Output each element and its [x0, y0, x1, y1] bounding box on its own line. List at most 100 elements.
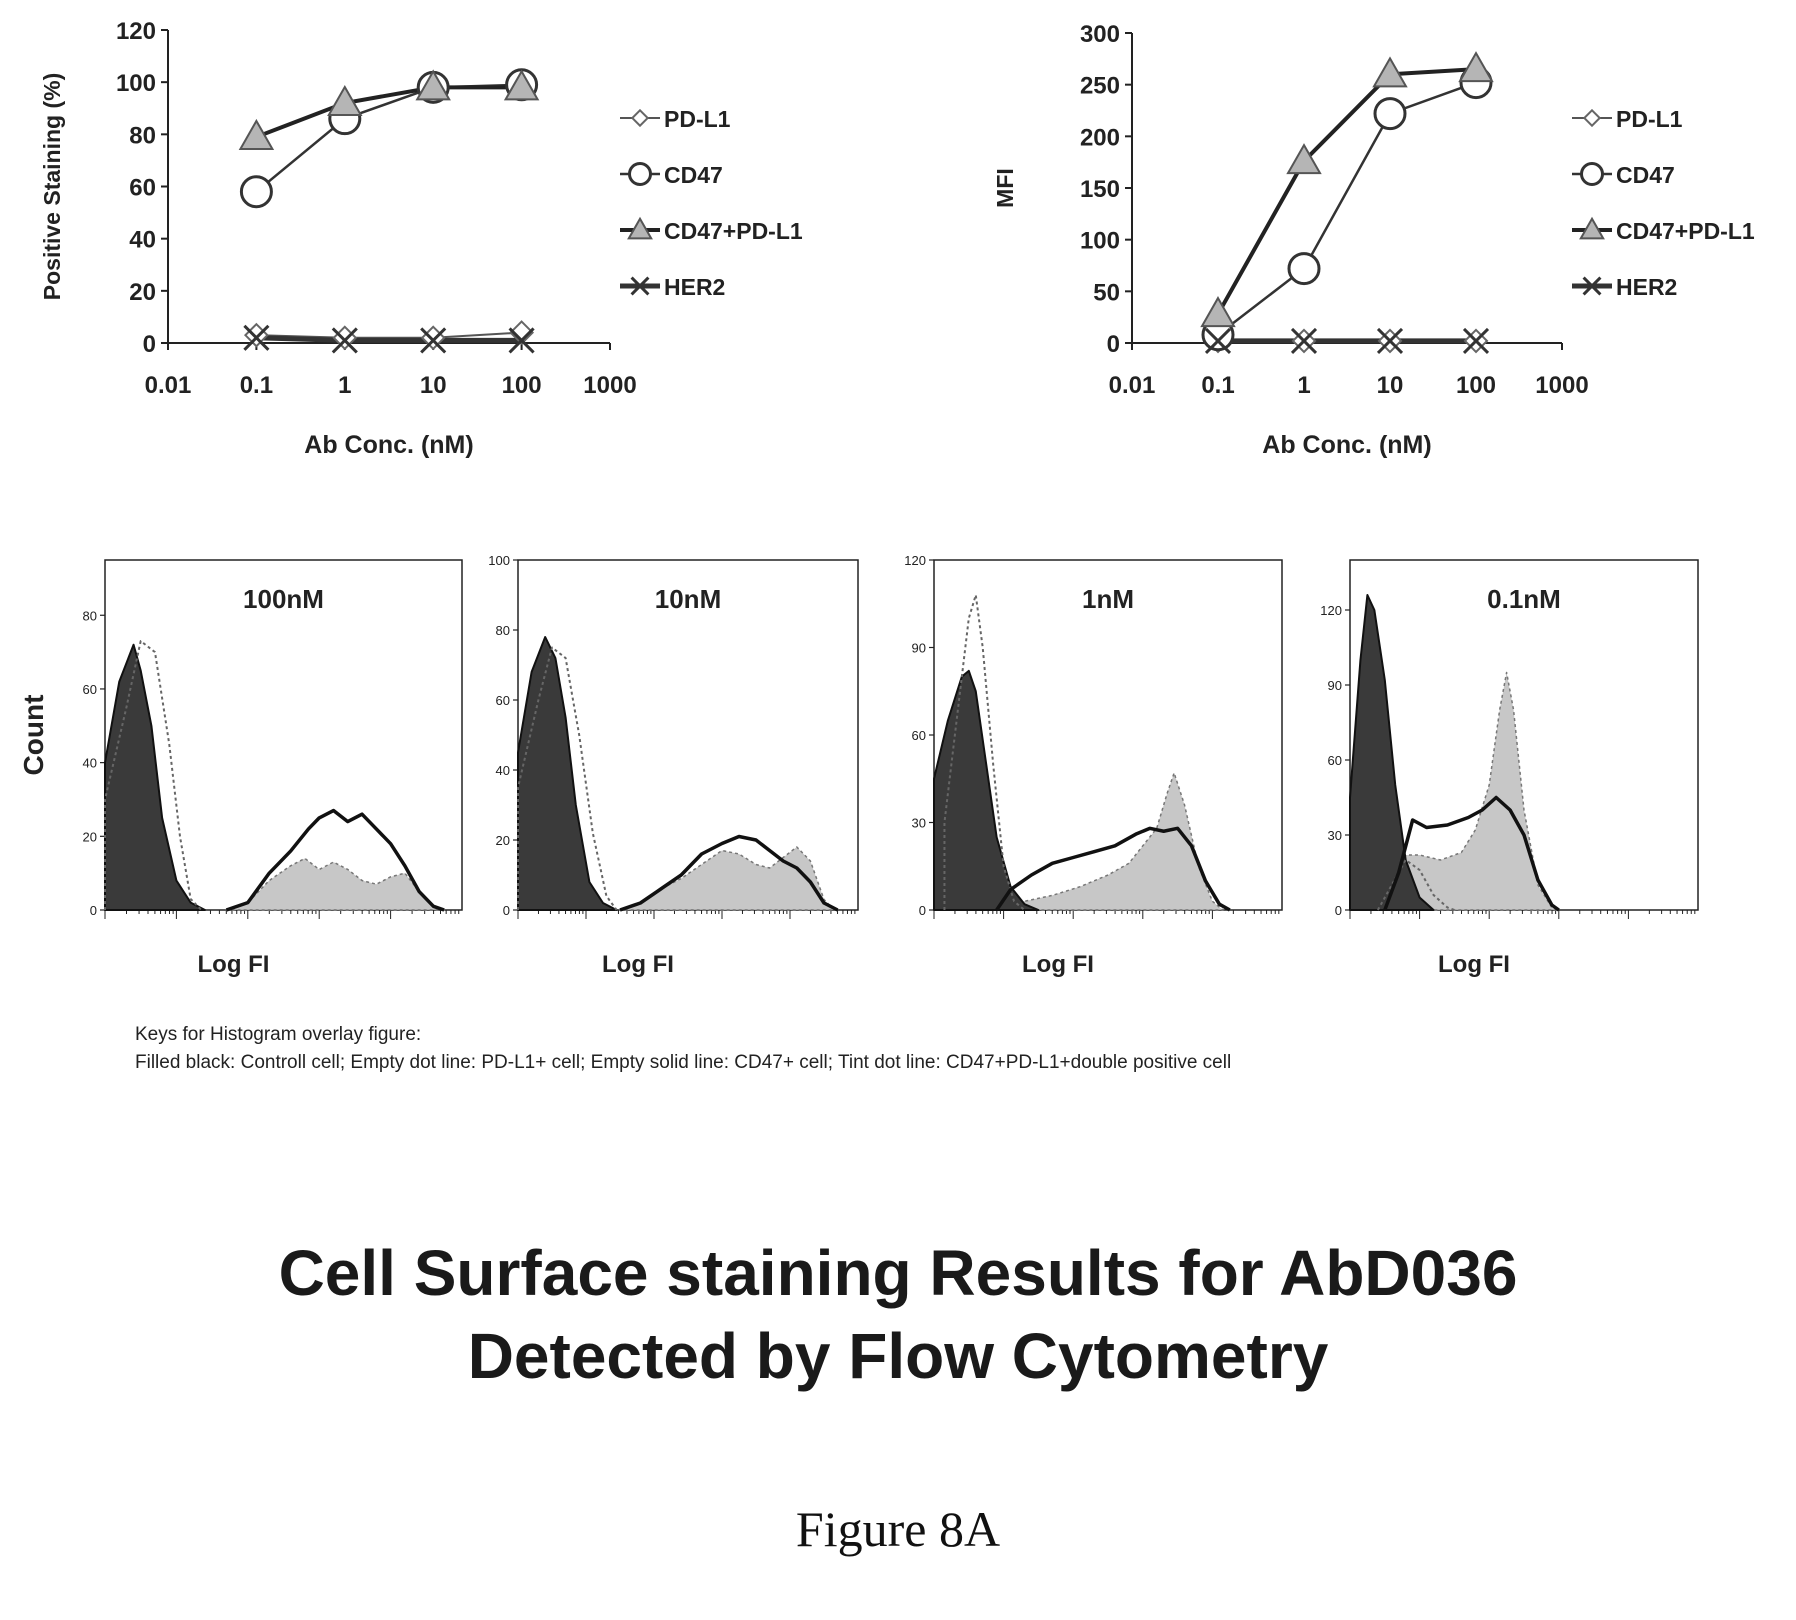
chart-2-y-tick-label-2: 100: [1080, 228, 1120, 255]
histogram-0-1nm-empty-solid-line: [1383, 795, 1560, 912]
histogram-1nm-y-tick-label-3: 90: [912, 641, 926, 656]
chart-1-x-tick-label-2: 1: [338, 372, 351, 399]
chart-2-her2-point-0-stroke-b: [1204, 327, 1232, 354]
chart-1-x-tick-label-3: 10: [420, 372, 447, 399]
chart-1-y-tick-label-0: 0: [143, 331, 156, 358]
chart-1-legend-her2-marker: [630, 276, 650, 296]
chart-2-cd47-pd-l1-point-0: [1200, 296, 1236, 328]
chart-2-x-tick-label-1: 0.1: [1201, 372, 1234, 399]
histogram-100nm-x-axis-label: Log FI: [198, 951, 270, 978]
chart-1-her2-point-0: [243, 324, 270, 351]
histogram-keys-description: Filled black: Controll cell; Empty dot l…: [135, 1052, 1232, 1073]
chart-1-legend-pd-l1-marker: [630, 108, 650, 128]
histogram-10nm-tint-dot-line: [619, 846, 835, 911]
histogram-100nm-y-tick-label-2: 40: [83, 756, 97, 771]
chart-2-legend-cd47-label: CD47: [1616, 162, 1675, 188]
chart-2-cd47-pd-l1-point-3: [1458, 51, 1494, 83]
chart-1-y-tick-label-2: 40: [129, 227, 156, 254]
histogram-0-1nm-label: 0.1nM: [1487, 584, 1561, 614]
chart-2-her2-point-2: [1376, 327, 1404, 354]
histogram-1nm-x-axis-label: Log FI: [1022, 951, 1094, 978]
histogram-0-1nm-filled-black: [1349, 594, 1435, 911]
histogram-10nm-x-axis-label: Log FI: [602, 951, 674, 978]
histogram-10nm-y-tick-label-3: 60: [496, 693, 510, 708]
histogram-0-1nm-tint-dot-line: [1391, 671, 1560, 911]
histogram-1nm-empty-dot-line: [943, 594, 1026, 911]
chart-2-y-axis-label: MFI: [992, 168, 1018, 208]
chart-2-her2-point-3-stroke-b: [1462, 327, 1490, 354]
chart-1-legend-her2-label: HER2: [664, 274, 725, 300]
chart-1-x-tick-label-5: 1000: [583, 372, 636, 399]
chart-1-legend-cd47-pd-l1-marker: [627, 216, 653, 240]
histogram-10nm-y-tick-label-1: 20: [496, 833, 510, 848]
line-chart-1: 0 20 40 60 80 100 120 0.01 0.1 1 10 100 1000 Ab Conc.…: [39, 18, 803, 459]
histogram-0-1nm-x-axis-label: Log FI: [1438, 951, 1510, 978]
chart-1-y-tick-label-5: 100: [116, 70, 156, 97]
chart-1-pd-l1-point-1: [332, 325, 358, 351]
chart-1-legend-cd47-marker: [628, 162, 652, 186]
chart-1-her2-point-1-stroke-b: [331, 327, 358, 354]
histogram-10nm-y-tick-label-0: 0: [503, 903, 510, 918]
chart-2-cd47-line: [1217, 81, 1477, 336]
chart-1-cd47-pd-l1-point-1: [327, 85, 363, 117]
chart-1-cd47-pd-l1-point-3: [503, 69, 540, 101]
histogram-10nm-y-tick-label-5: 100: [488, 553, 510, 568]
chart-2-cd47-pd-l1-line: [1216, 67, 1477, 316]
chart-2-x-tick-label-3: 10: [1377, 372, 1404, 399]
chart-1-pd-l1-line: [256, 331, 522, 339]
chart-2-y-tick-label-1: 50: [1093, 279, 1120, 306]
histogram-1nm-label: 1nM: [1082, 584, 1134, 614]
chart-1-pd-l1-point-3: [509, 320, 535, 345]
histogram-10nm-empty-solid-line: [619, 834, 839, 912]
chart-1-pd-l1-point-2: [420, 325, 446, 351]
chart-1-cd47-line: [255, 83, 522, 193]
chart-1-cd47-pd-l1-point-2: [415, 69, 451, 101]
histogram-0-1nm-y-tick-label-3: 90: [1328, 678, 1342, 693]
chart-2-cd47-point-1: [1287, 252, 1321, 286]
chart-1-legend-her2-marker-stroke-b: [630, 276, 650, 296]
chart-1-her2-point-2-stroke-b: [420, 327, 447, 354]
chart-2-legend-her2-label: HER2: [1616, 274, 1677, 300]
main-title-line-2: Detected by Flow Cytometry: [467, 1320, 1329, 1393]
chart-1-legend-pd-l1-label: PD-L1: [664, 106, 731, 132]
main-title: Cell Surface staining Results for AbD036…: [0, 1232, 1796, 1398]
histogram-100nm-label: 100nM: [243, 584, 324, 614]
chart-2-cd47-point-2: [1373, 97, 1407, 131]
chart-2-legend-her2-marker-stroke-b: [1582, 276, 1602, 296]
chart-2-y-tick-label-5: 250: [1080, 73, 1120, 100]
chart-2-x-tick-label-0: 0.01: [1109, 372, 1156, 399]
chart-2-y-tick-label-6: 300: [1080, 21, 1120, 48]
histogram-100nm-y-tick-label-3: 60: [83, 682, 97, 697]
chart-1-x-tick-label-1: 0.1: [240, 372, 273, 399]
chart-1-her2-point-3-stroke-b: [508, 327, 535, 354]
chart-1-cd47-pd-l1-line: [255, 85, 522, 139]
histogram-1nm-y-tick-label-4: 120: [904, 553, 926, 568]
chart-2-cd47-pd-l1-point-2: [1372, 56, 1408, 88]
chart-1-legend-cd47-pd-l1-label: CD47+PD-L1: [664, 218, 803, 244]
chart-2-legend-cd47-pd-l1-marker: [1579, 216, 1605, 240]
histogram-10nm-empty-dot-line: [517, 646, 618, 911]
histogram-0-1nm-y-tick-label-2: 60: [1328, 753, 1342, 768]
chart-2-her2-point-3: [1462, 327, 1490, 354]
chart-2-legend-cd47-marker: [1580, 162, 1604, 186]
chart-1-y-tick-label-4: 80: [129, 122, 156, 149]
histogram-100nm-y-tick-label-1: 20: [83, 829, 97, 844]
chart-1-y-axis-label: Positive Staining (%): [39, 73, 65, 300]
figure-label: Figure 8A: [795, 1501, 1001, 1557]
chart-1-her2-point-1: [331, 327, 358, 354]
chart-1-x-axis-label: Ab Conc. (nM): [304, 431, 473, 459]
histogram-1nm-empty-solid-line: [995, 826, 1231, 912]
chart-2-legend-her2-marker: [1582, 276, 1602, 296]
histogram-1nm-tint-dot-line: [995, 772, 1224, 911]
chart-1-y-tick-label-3: 60: [129, 175, 156, 202]
chart-1-legend-cd47-label: CD47: [664, 162, 723, 188]
chart-1-her2-line: [256, 335, 522, 343]
chart-2-her2-point-0: [1204, 327, 1232, 354]
histogram-100nm-y-tick-label-0: 0: [90, 903, 97, 918]
chart-2-y-tick-label-4: 200: [1080, 124, 1120, 151]
histogram-0-1nm-y-tick-label-0: 0: [1335, 903, 1342, 918]
histogram-0-1nm-empty-dot-line: [1376, 859, 1455, 911]
histogram-1nm-y-tick-label-0: 0: [919, 903, 926, 918]
histogram-0-1nm-y-tick-label-1: 30: [1328, 828, 1342, 843]
chart-1-x-tick-label-0: 0.01: [145, 372, 192, 399]
